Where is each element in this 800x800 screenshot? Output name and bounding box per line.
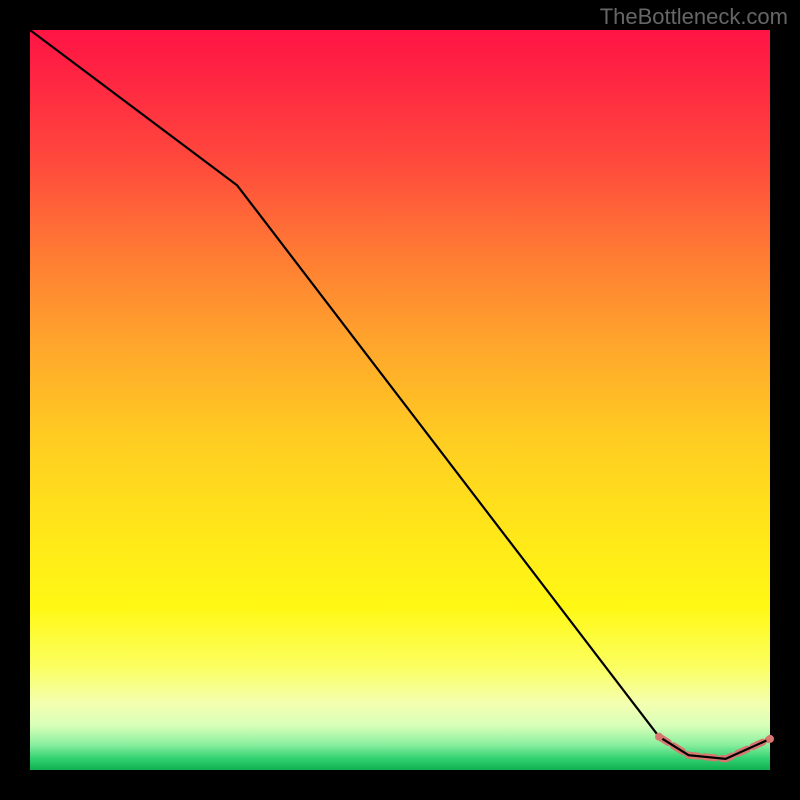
bottleneck-chart	[0, 0, 800, 800]
marker-end-dot	[766, 735, 774, 743]
chart-container: { "watermark": "TheBottleneck.com", "cha…	[0, 0, 800, 800]
plot-background	[30, 30, 770, 770]
watermark-text: TheBottleneck.com	[600, 4, 788, 30]
marker-start-dot	[655, 733, 663, 741]
